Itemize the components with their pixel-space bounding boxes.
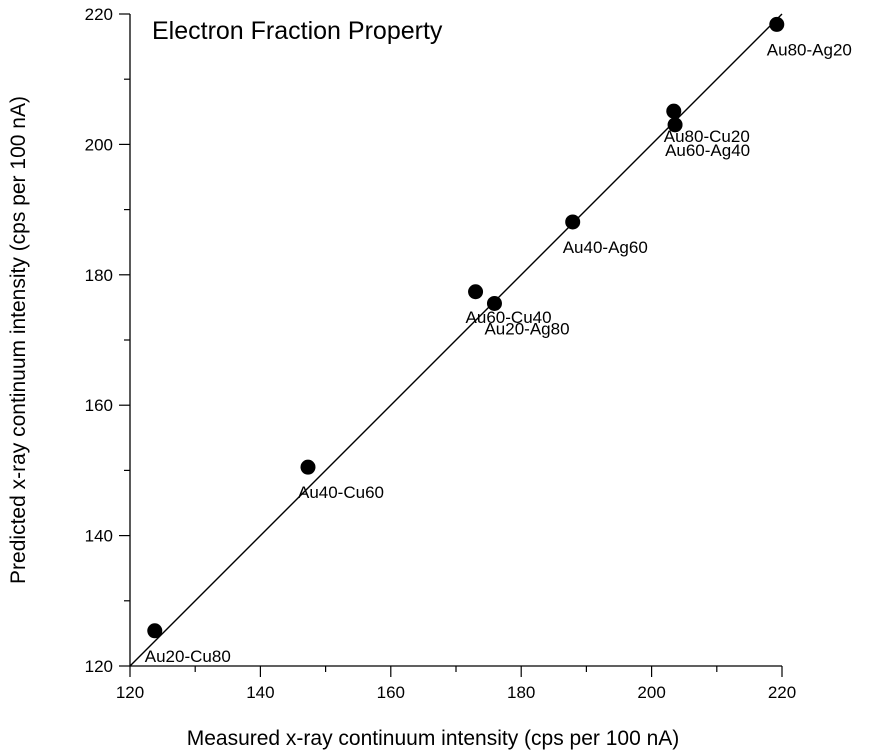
data-point: [666, 103, 682, 119]
y-axis-label: Predicted x-ray continuum intensity (cps…: [7, 96, 30, 584]
x-tick-label: 160: [377, 683, 405, 702]
x-tick-label: 180: [507, 683, 535, 702]
y-tick-label: 140: [85, 527, 113, 546]
y-tick-label: 200: [85, 135, 113, 154]
x-axis-label: Measured x-ray continuum intensity (cps …: [187, 727, 680, 750]
data-point-label: Au20-Cu80: [145, 647, 231, 666]
data-point-label: Au60-Ag40: [665, 141, 750, 160]
data-point: [565, 214, 581, 230]
data-point-label: Au80-Cu20: [664, 127, 750, 146]
reference-line: [129, 13, 783, 667]
y-tick-label: 180: [85, 266, 113, 285]
data-point-label: Au40-Cu60: [298, 483, 384, 502]
data-point: [486, 295, 502, 311]
y-tick-label: 220: [85, 5, 113, 24]
x-tick-label: 120: [116, 683, 144, 702]
data-point-label: Au60-Cu40: [466, 308, 552, 327]
x-tick-label: 220: [768, 683, 796, 702]
y-tick-label: 120: [85, 657, 113, 676]
data-point-label: Au80-Ag20: [767, 40, 852, 59]
x-tick-label: 140: [246, 683, 274, 702]
data-point: [769, 16, 785, 32]
data-point: [667, 117, 683, 133]
data-point-label: Au20-Ag80: [484, 319, 569, 338]
x-tick-label: 200: [637, 683, 665, 702]
axes: 120 140 160 180 200 220 120 140 160 180 200 220: [85, 5, 797, 702]
y-tick-label: 160: [85, 396, 113, 415]
data-point-label: Au40-Ag60: [563, 238, 648, 257]
data-point: [147, 623, 163, 639]
chart-title: Electron Fraction Property: [152, 17, 443, 45]
reference-line-layer: [129, 13, 783, 667]
data-point: [300, 459, 316, 475]
data-point: [468, 284, 484, 300]
